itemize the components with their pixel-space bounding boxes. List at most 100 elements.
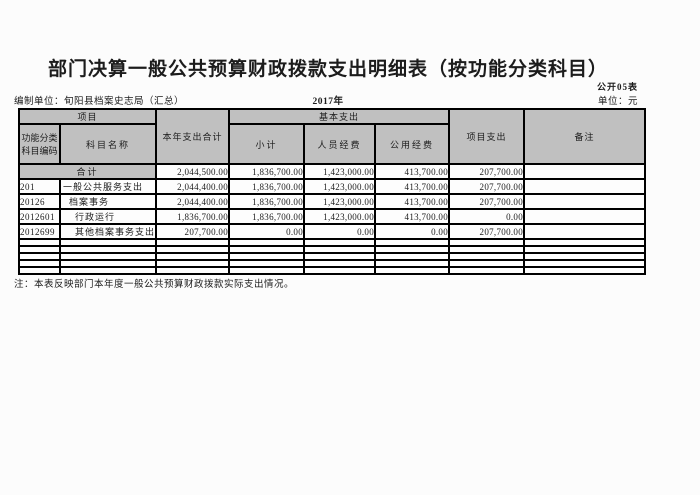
cell-personnel: 1,423,000.00 xyxy=(303,178,377,195)
empty-cell xyxy=(448,259,526,268)
cell-public-funds: 413,700.00 xyxy=(374,208,451,225)
empty-cell xyxy=(374,238,451,247)
cell-remark xyxy=(523,208,647,225)
cell-subject-name: 一般公共服务支出 xyxy=(58,178,158,195)
empty-cell xyxy=(374,245,451,254)
empty-cell xyxy=(58,266,158,275)
cell-project-expense: 207,700.00 xyxy=(448,178,526,195)
empty-cell xyxy=(228,266,306,275)
table-number: 公开05表 xyxy=(596,82,638,92)
header-personnel: 人员经费 xyxy=(303,123,377,165)
cell-personnel: 1,423,000.00 xyxy=(303,163,377,180)
empty-cell xyxy=(58,245,158,254)
cell-subtotal: 1,836,700.00 xyxy=(228,163,306,180)
unit-label: 单位：元 xyxy=(597,97,638,107)
empty-cell xyxy=(58,252,158,261)
empty-cell xyxy=(228,238,306,247)
cell-project-expense: 207,700.00 xyxy=(448,163,526,180)
cell-year-total: 1,836,700.00 xyxy=(155,208,231,225)
cell-function-code: 20126 xyxy=(18,193,61,210)
header-basic-group: 基本支出 xyxy=(228,108,451,125)
empty-cell xyxy=(448,252,526,261)
empty-cell xyxy=(155,245,231,254)
empty-row xyxy=(18,238,647,247)
empty-cell xyxy=(448,266,526,275)
empty-cell xyxy=(155,252,231,261)
header-public-funds: 公用经费 xyxy=(374,123,451,165)
cell-year-total: 2,044,400.00 xyxy=(155,193,231,210)
cell-personnel: 0.00 xyxy=(303,223,377,240)
cell-project-expense: 207,700.00 xyxy=(448,193,526,210)
cell-public-funds: 413,700.00 xyxy=(374,178,451,195)
empty-cell xyxy=(303,266,377,275)
cell-subject-name: 其他档案事务支出 xyxy=(58,223,158,240)
prepared-by-label: 编制单位：旬阳县档案史志局（汇总） xyxy=(14,97,185,107)
empty-cell xyxy=(448,238,526,247)
header-group-row: 项目 本年支出合计 基本支出 项目支出 备注 xyxy=(17,108,647,165)
cell-function-code: 2012601 xyxy=(18,208,61,225)
fiscal-year-label: 2017年 xyxy=(312,97,344,107)
cell-public-funds: 413,700.00 xyxy=(374,193,451,210)
cell-year-total: 2,044,500.00 xyxy=(155,163,231,180)
cell-year-total: 2,044,400.00 xyxy=(155,178,231,195)
header-remark: 备注 xyxy=(523,108,647,165)
header-project-expense: 项目支出 xyxy=(448,108,526,165)
empty-cell xyxy=(523,238,647,247)
cell-remark xyxy=(523,178,647,195)
empty-cell xyxy=(18,238,61,247)
cell-personnel: 1,423,000.00 xyxy=(303,208,377,225)
header-project-group: 项目 xyxy=(17,108,158,125)
header-subtotal: 小计 xyxy=(228,123,306,165)
empty-cell xyxy=(155,266,231,275)
cell-subject-name: 档案事务 xyxy=(58,193,158,210)
empty-cell xyxy=(374,252,451,261)
header-year-total: 本年支出合计 xyxy=(155,108,231,165)
empty-row xyxy=(18,245,647,254)
empty-cell xyxy=(18,266,61,275)
empty-cell xyxy=(523,266,647,275)
cell-function-code: 2012699 xyxy=(18,223,61,240)
empty-row xyxy=(18,259,647,268)
empty-cell xyxy=(448,245,526,254)
cell-public-funds: 0.00 xyxy=(374,223,451,240)
cell-subtotal: 1,836,700.00 xyxy=(228,208,306,225)
empty-cell xyxy=(18,252,61,261)
header-function-code: 功能分类 科目编码 xyxy=(18,123,61,165)
cell-remark xyxy=(523,223,647,240)
empty-cell xyxy=(228,245,306,254)
total-row: 合计 2,044,500.00 1,836,700.00 1,423,000.00 41… xyxy=(17,163,647,180)
page-title: 部门决算一般公共预算财政拨款支出明细表（按功能分类科目） xyxy=(47,59,608,80)
empty-row xyxy=(18,252,647,261)
table-row: 2012601 行政运行 1,836,700.00 1,836,700.00 1,423… xyxy=(18,208,647,225)
cell-subtotal: 1,836,700.00 xyxy=(228,193,306,210)
cell-function-code: 201 xyxy=(18,178,61,195)
cell-project-expense: 207,700.00 xyxy=(448,223,526,240)
table-row: 201 一般公共服务支出 2,044,400.00 1,836,700.00 1,423… xyxy=(18,178,647,195)
empty-cell xyxy=(155,259,231,268)
cell-personnel: 1,423,000.00 xyxy=(303,193,377,210)
cell-public-funds: 413,700.00 xyxy=(374,163,451,180)
total-row-label: 合计 xyxy=(17,163,158,180)
footnote: 注：本表反映部门本年度一般公共预算财政拨款实际支出情况。 xyxy=(14,280,295,290)
empty-cell xyxy=(523,252,647,261)
cell-project-expense: 0.00 xyxy=(448,208,526,225)
cell-subject-name: 行政运行 xyxy=(58,208,158,225)
empty-cell xyxy=(58,259,158,268)
empty-cell xyxy=(228,252,306,261)
table-row: 2012699 其他档案事务支出 207,700.00 0.00 0.00 0.00 207… xyxy=(18,223,647,240)
empty-cell xyxy=(523,245,647,254)
table-row: 20126 档案事务 2,044,400.00 1,836,700.00 1,423,0… xyxy=(18,193,647,210)
empty-cell xyxy=(523,259,647,268)
empty-cell xyxy=(303,245,377,254)
cell-subtotal: 0.00 xyxy=(228,223,306,240)
empty-cell xyxy=(18,259,61,268)
header-label-row: 功能分类 科目编码 科目名称 小计 人员经费 公用经费 xyxy=(18,123,645,165)
header-subject-name: 科目名称 xyxy=(58,123,158,165)
empty-cell xyxy=(18,245,61,254)
cell-remark xyxy=(523,163,647,180)
empty-cell xyxy=(58,238,158,247)
empty-row xyxy=(18,266,647,275)
cell-year-total: 207,700.00 xyxy=(155,223,231,240)
cell-subtotal: 1,836,700.00 xyxy=(228,178,306,195)
empty-cell xyxy=(303,238,377,247)
